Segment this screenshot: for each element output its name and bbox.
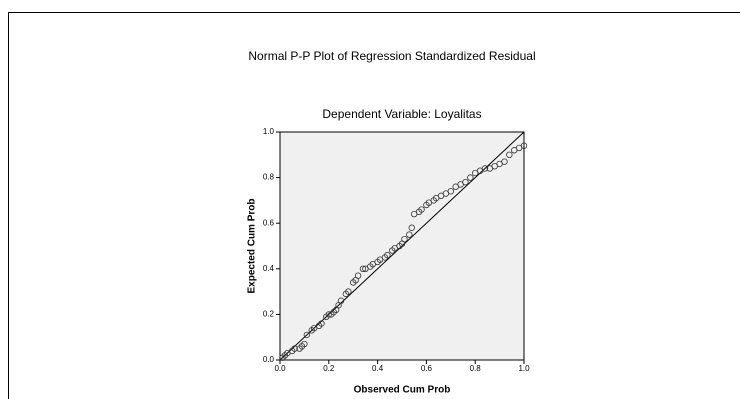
y-tick-label: 1.0	[263, 127, 275, 136]
chart-title: Normal P-P Plot of Regression Standardiz…	[248, 49, 535, 63]
y-tick-label: 0.2	[263, 310, 275, 319]
x-tick-label: 0.2	[323, 364, 335, 373]
x-tick-label: 0.4	[372, 364, 384, 373]
y-tick-label: 0.6	[263, 218, 275, 227]
page: {"chart_data": { "type": "scatter", "tit…	[0, 0, 740, 399]
x-tick-label: 0.0	[274, 364, 286, 373]
x-tick-label: 1.0	[518, 364, 530, 373]
y-tick-label: 0.0	[263, 355, 275, 364]
y-tick-label: 0.8	[263, 173, 275, 182]
x-tick-label: 0.6	[421, 364, 433, 373]
y-tick-label: 0.4	[263, 264, 275, 273]
y-axis-label: Expected Cum Prob	[247, 198, 258, 293]
chart: Normal P-P Plot of Regression Standardiz…	[0, 0, 740, 399]
chart-subtitle: Dependent Variable: Loyalitas	[322, 107, 481, 121]
x-tick-label: 0.8	[470, 364, 482, 373]
x-axis-label: Observed Cum Prob	[354, 385, 451, 396]
